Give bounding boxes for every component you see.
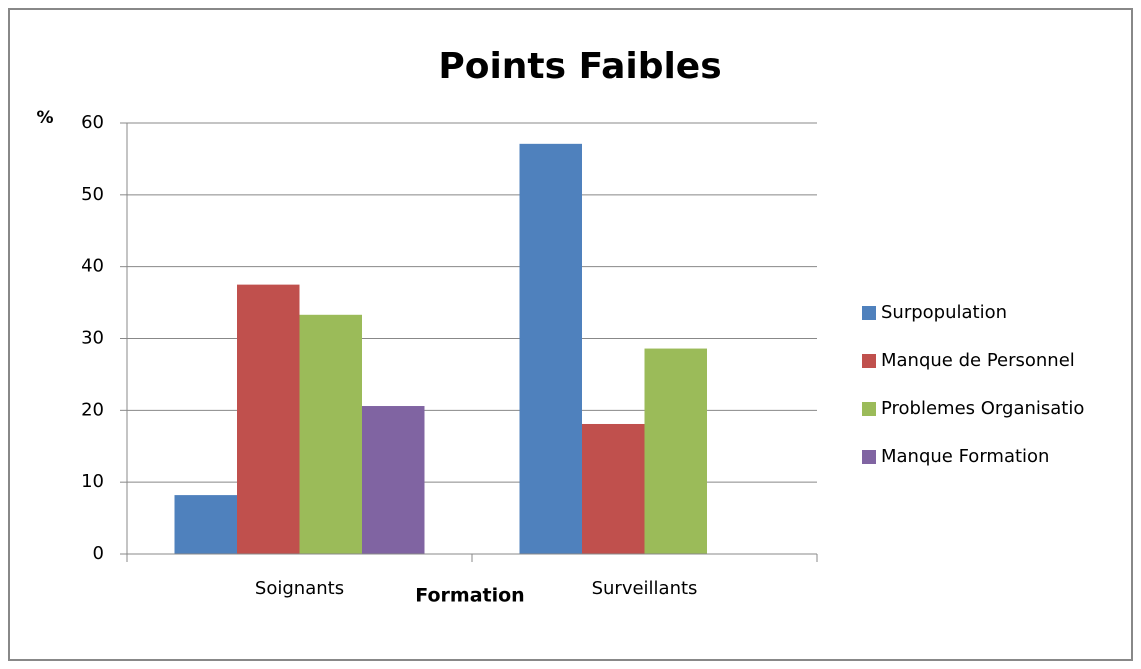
y-tick-label: 30: [81, 328, 104, 349]
bar: [362, 406, 425, 554]
legend-label: Problemes Organisatio: [881, 398, 1084, 419]
y-axis-label: %: [36, 108, 53, 128]
bar: [519, 143, 582, 554]
legend-swatch: [862, 402, 876, 416]
legend-label: Manque de Personnel: [881, 350, 1075, 371]
y-tick-label: 10: [81, 471, 104, 492]
legend-label: Surpopulation: [881, 302, 1007, 323]
bar: [644, 348, 707, 554]
y-tick-label: 20: [81, 399, 104, 420]
chart-title: Points Faibles: [438, 46, 721, 87]
y-tick-label: 60: [81, 112, 104, 133]
y-tick-label: 0: [93, 543, 104, 564]
legend-label: Manque Formation: [881, 446, 1049, 467]
legend-swatch: [862, 306, 876, 320]
bar: [299, 314, 362, 554]
bar: [582, 423, 645, 554]
x-axis-label: Formation: [415, 585, 524, 607]
legend-swatch: [862, 450, 876, 464]
y-tick-label: 40: [81, 256, 104, 277]
x-tick-label: Surveillants: [592, 578, 698, 599]
bar: [237, 284, 300, 554]
bar: [174, 495, 237, 554]
x-tick-label: Soignants: [255, 578, 344, 599]
y-tick-label: 50: [81, 184, 104, 205]
legend-swatch: [862, 354, 876, 368]
